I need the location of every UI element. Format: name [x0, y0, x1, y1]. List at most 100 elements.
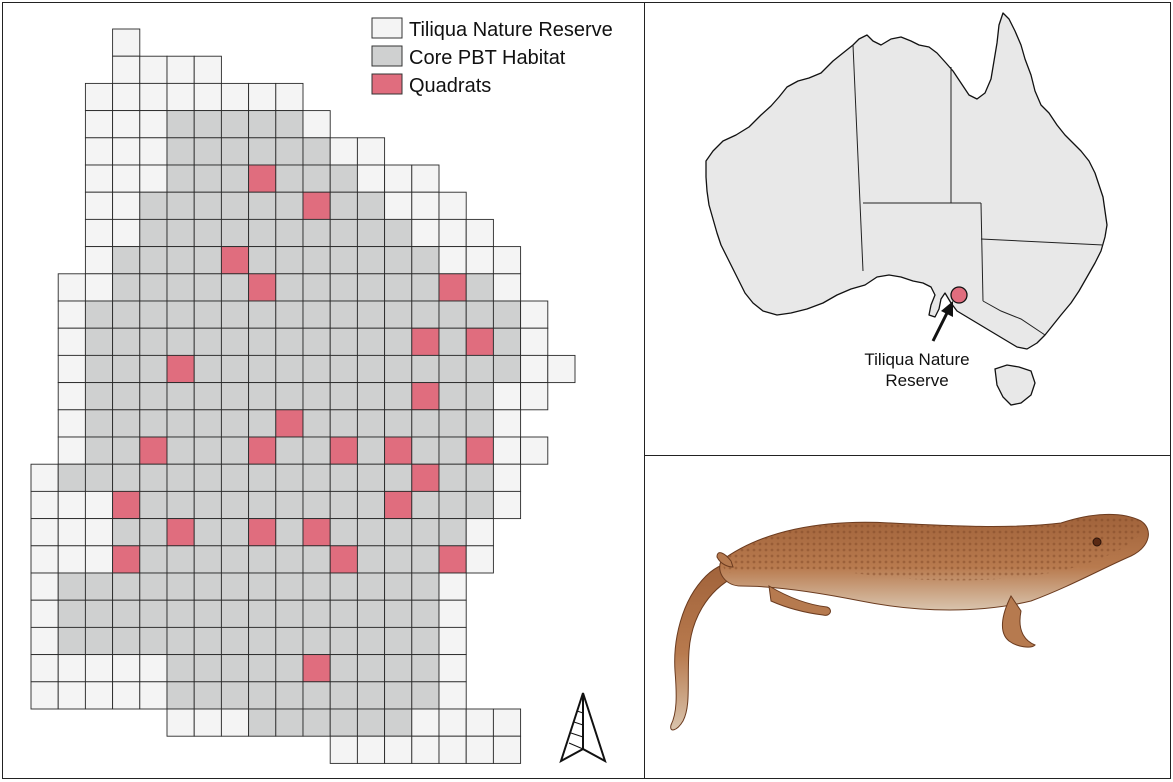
habitat-cell [166, 572, 195, 601]
habitat-cell [248, 409, 277, 438]
habitat-cell [139, 409, 168, 438]
reserve-cell [465, 735, 494, 764]
lizard-front-leg [1002, 595, 1036, 648]
reserve-cell [30, 599, 59, 628]
reserve-cell [112, 191, 141, 220]
reserve-cell [329, 735, 358, 764]
habitat-cell [411, 273, 440, 302]
habitat-cell [302, 599, 331, 628]
habitat-cell [248, 654, 277, 683]
quadrat-cell [302, 191, 331, 220]
habitat-cell [356, 572, 386, 601]
reserve-cell [492, 708, 522, 737]
habitat-cell [275, 354, 304, 384]
lizard-rear-foot [716, 552, 734, 568]
habitat-cell [411, 654, 440, 683]
habitat-cell [57, 463, 86, 492]
habitat-cell [193, 654, 222, 683]
habitat-cell [356, 599, 386, 628]
reserve-cell [411, 218, 440, 248]
habitat-cell [384, 273, 413, 302]
habitat-cell [248, 327, 277, 356]
habitat-cell [166, 382, 195, 411]
reserve-cell [57, 545, 86, 574]
lizard-icon [670, 514, 1149, 731]
reserve-cell [465, 518, 494, 547]
reserve-cell [492, 246, 522, 275]
habitat-cell [166, 490, 195, 520]
habitat-cell [248, 110, 277, 139]
habitat-cell [166, 409, 195, 438]
habitat-cell [275, 246, 304, 275]
habitat-cell [384, 681, 413, 710]
habitat-cell [275, 327, 304, 356]
reserve-grid-map: Tiliqua Nature Reserve Core PBT Habitat … [30, 17, 613, 764]
reserve-cell [438, 218, 467, 248]
habitat-cell [193, 164, 222, 193]
habitat-cell [275, 273, 304, 302]
habitat-cell [248, 218, 277, 248]
species-photo-panel [644, 455, 1171, 779]
habitat-cell [465, 490, 494, 520]
habitat-cell [275, 490, 304, 520]
habitat-cell [275, 572, 304, 601]
reserve-cell [57, 300, 86, 329]
habitat-cell [248, 191, 277, 220]
habitat-cell [193, 599, 222, 628]
reserve-cell [492, 382, 522, 411]
habitat-cell [384, 708, 413, 737]
habitat-cell [411, 490, 440, 520]
habitat-cell [248, 572, 277, 601]
habitat-cell [356, 273, 386, 302]
callout-arrowhead [941, 301, 953, 317]
habitat-cell [329, 490, 358, 520]
habitat-cell [220, 382, 250, 411]
reserve-cell [57, 273, 86, 302]
habitat-cell [248, 463, 277, 492]
habitat-cell [384, 654, 413, 683]
reserve-cell [57, 436, 86, 465]
reserve-cell [438, 681, 467, 710]
habitat-cell [139, 273, 168, 302]
habitat-cell [384, 300, 413, 329]
habitat-cell [275, 436, 304, 465]
habitat-cell [329, 654, 358, 683]
habitat-cell [275, 218, 304, 248]
habitat-cell [302, 681, 331, 710]
habitat-cell [302, 273, 331, 302]
habitat-cell [438, 463, 467, 492]
quadrat-cell [275, 409, 304, 438]
habitat-cell [302, 463, 331, 492]
reserve-cell [112, 164, 141, 193]
reserve-cell [411, 191, 440, 220]
reserve-cell [220, 82, 250, 112]
habitat-cell [193, 300, 222, 329]
habitat-cell [220, 490, 250, 520]
habitat-cell [411, 436, 440, 465]
quadrat-cell [112, 545, 141, 574]
habitat-cell [356, 545, 386, 574]
habitat-cell [220, 463, 250, 492]
habitat-cell [356, 354, 386, 384]
habitat-cell [438, 327, 467, 356]
habitat-cell [248, 545, 277, 574]
habitat-cell [356, 327, 386, 356]
habitat-cell [84, 327, 114, 356]
habitat-cell [84, 300, 114, 329]
habitat-cell [248, 246, 277, 275]
habitat-cell [248, 708, 277, 737]
quadrat-cell [411, 382, 440, 411]
habitat-cell [384, 545, 413, 574]
legend-label-habitat: Core PBT Habitat [409, 47, 566, 69]
reserve-cell [30, 654, 59, 683]
habitat-cell [166, 463, 195, 492]
reserve-cell [193, 55, 222, 84]
reserve-cell [84, 518, 114, 547]
habitat-cell [193, 545, 222, 574]
quadrat-cell [220, 246, 250, 275]
habitat-cell [220, 354, 250, 384]
habitat-cell [248, 599, 277, 628]
habitat-cell [112, 572, 141, 601]
reserve-cell [356, 735, 386, 764]
habitat-cell [329, 273, 358, 302]
